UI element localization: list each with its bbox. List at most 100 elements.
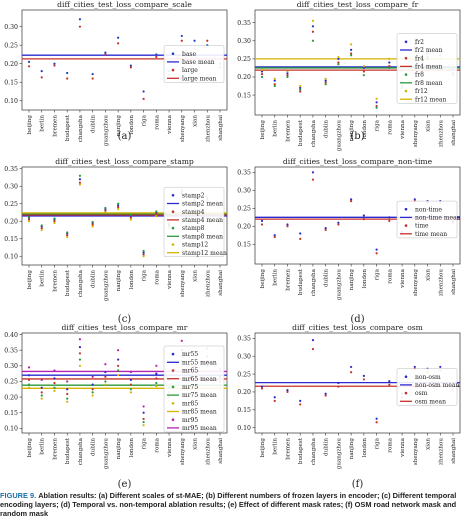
data-point [299, 403, 302, 406]
y-tick-label: 0.10 [237, 425, 251, 432]
data-point [27, 366, 31, 369]
x-tick-label: bremen [285, 269, 291, 291]
chart-title: diff_cities_test_loss_compare_fr [297, 0, 419, 9]
x-tick-label: dublin [324, 269, 330, 287]
data-point [324, 392, 327, 395]
legend-label: base [182, 51, 196, 58]
data-point [299, 399, 302, 402]
x-tick-label: dublin [91, 115, 97, 133]
figure-caption: FIGURE 9. Ablation results: (a) Differen… [0, 491, 474, 518]
legend-label: stamp4 [182, 209, 205, 216]
data-point [142, 251, 145, 254]
x-tick-label: beijing [27, 438, 33, 458]
x-tick-label: budapest [298, 119, 304, 146]
data-point [117, 202, 120, 205]
x-tick-label: dublin [324, 120, 330, 138]
data-point [439, 365, 442, 369]
x-tick-label: london [129, 115, 135, 135]
legend-marker [404, 73, 408, 76]
data-point [286, 390, 289, 394]
chart-title: diff_cities_test_loss_compare_mr [62, 323, 188, 332]
data-point [142, 255, 145, 258]
legend-box [396, 200, 458, 239]
x-tick-label: shenyang [413, 269, 419, 296]
x-tick-label: dublin [324, 438, 330, 456]
data-point [362, 65, 365, 68]
data-point [91, 77, 94, 80]
data-point [350, 365, 353, 369]
data-point [337, 61, 340, 64]
data-point [311, 30, 315, 33]
caption-lead: FIGURE 9. [0, 491, 37, 500]
legend-label: large [182, 67, 198, 74]
legend-marker [171, 243, 175, 246]
data-point [40, 70, 43, 73]
data-point [375, 248, 378, 251]
data-point [27, 374, 31, 377]
data-point [260, 75, 264, 79]
data-point [337, 223, 340, 226]
legend-label: stamp12 [182, 242, 208, 249]
chart-panel-e: diff_cities_test_loss_compare_mr 0.10 0.15… [4, 323, 228, 490]
x-tick-label: shanghai [451, 438, 457, 464]
data-point [104, 363, 107, 366]
data-point [155, 213, 158, 216]
data-point [78, 352, 82, 355]
y-tick-label: 0.20 [237, 74, 251, 81]
data-point [91, 220, 94, 224]
legend-marker [171, 68, 175, 72]
x-tick-label: riga [142, 114, 148, 126]
data-point [375, 417, 378, 420]
data-point [324, 79, 327, 82]
legend-label: non-time [415, 206, 442, 213]
legend-box [163, 45, 225, 83]
data-point [104, 51, 107, 54]
data-point [40, 378, 43, 381]
data-point [388, 380, 391, 383]
data-point [117, 206, 120, 209]
data-point [299, 84, 302, 88]
x-tick-label: riga [375, 268, 381, 280]
chart-title: diff_cities_test_loss_compare_non-time [283, 157, 433, 166]
legend-label: stamp8 [182, 225, 205, 232]
y-tick-label: 0.25 [237, 371, 251, 378]
legend-label: mr95 mean [182, 425, 217, 432]
x-tick-label: bremen [52, 270, 58, 292]
data-point [117, 374, 120, 377]
x-tick-label: zhenzhou [438, 438, 444, 465]
y-tick-label: 0.40 [4, 332, 18, 339]
data-point [66, 388, 69, 391]
data-point [388, 216, 391, 219]
chart-panel-a: diff_cities_test_loss_compare_scale 0.10 0… [4, 0, 228, 146]
data-point [311, 25, 315, 28]
y-tick-label: 0.15 [237, 407, 251, 414]
y-tick-label: 0.35 [4, 166, 18, 173]
data-point [273, 235, 276, 239]
data-point [40, 224, 43, 227]
legend-label: large mean [182, 75, 216, 82]
legend-box [163, 345, 225, 433]
x-tick-label: nanjing [349, 269, 355, 291]
data-point [104, 211, 107, 214]
data-point [286, 70, 289, 73]
data-point [91, 394, 94, 397]
data-point [27, 215, 31, 219]
data-point [91, 72, 94, 76]
x-tick-label: xian [426, 269, 432, 281]
data-point [78, 174, 82, 177]
data-point [53, 381, 56, 385]
legend-label: stamp2 [182, 192, 205, 199]
data-point [388, 61, 391, 64]
legend-label: mr65 [182, 368, 198, 375]
legend-marker [404, 224, 408, 227]
data-point [388, 219, 391, 222]
data-point [66, 397, 69, 400]
subfigure-label: (e) [118, 479, 132, 490]
x-tick-label: riga [375, 119, 381, 131]
data-point [117, 36, 120, 39]
legend-label: stamp12 mean [182, 250, 227, 257]
data-point [260, 68, 264, 71]
